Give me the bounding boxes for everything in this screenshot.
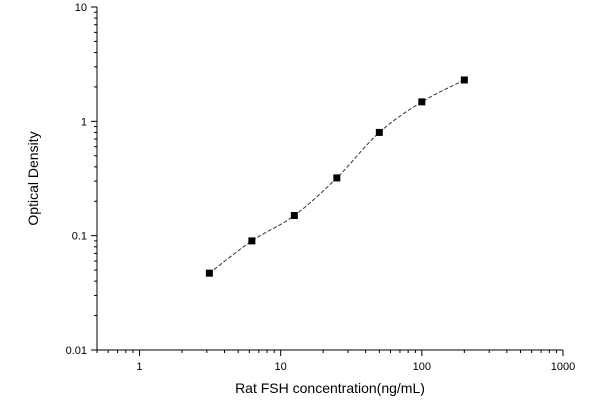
axes bbox=[96, 7, 563, 351]
data-point bbox=[460, 76, 468, 84]
tick-labels: 1 10 100 1000 0.01 0.1 1 10 bbox=[66, 2, 576, 373]
data-point bbox=[248, 237, 256, 245]
y-tick-label: 0.01 bbox=[66, 345, 87, 357]
x-tick-label: 100 bbox=[413, 361, 431, 373]
ticks bbox=[91, 6, 564, 356]
data-points bbox=[205, 76, 468, 277]
y-tick-label: 1 bbox=[81, 116, 87, 128]
data-point bbox=[375, 128, 383, 136]
x-tick-label: 10 bbox=[275, 361, 287, 373]
data-point bbox=[290, 212, 298, 220]
y-tick-label: 10 bbox=[75, 2, 87, 14]
y-axis-label: Optical Density bbox=[25, 131, 41, 225]
data-point bbox=[418, 98, 426, 106]
data-point bbox=[205, 269, 213, 277]
x-tick-label: 1 bbox=[136, 361, 142, 373]
data-point bbox=[333, 174, 341, 182]
x-axis-label: Rat FSH concentration(ng/mL) bbox=[235, 380, 425, 396]
x-tick-label: 1000 bbox=[551, 361, 575, 373]
y-tick-label: 0.1 bbox=[72, 231, 87, 243]
